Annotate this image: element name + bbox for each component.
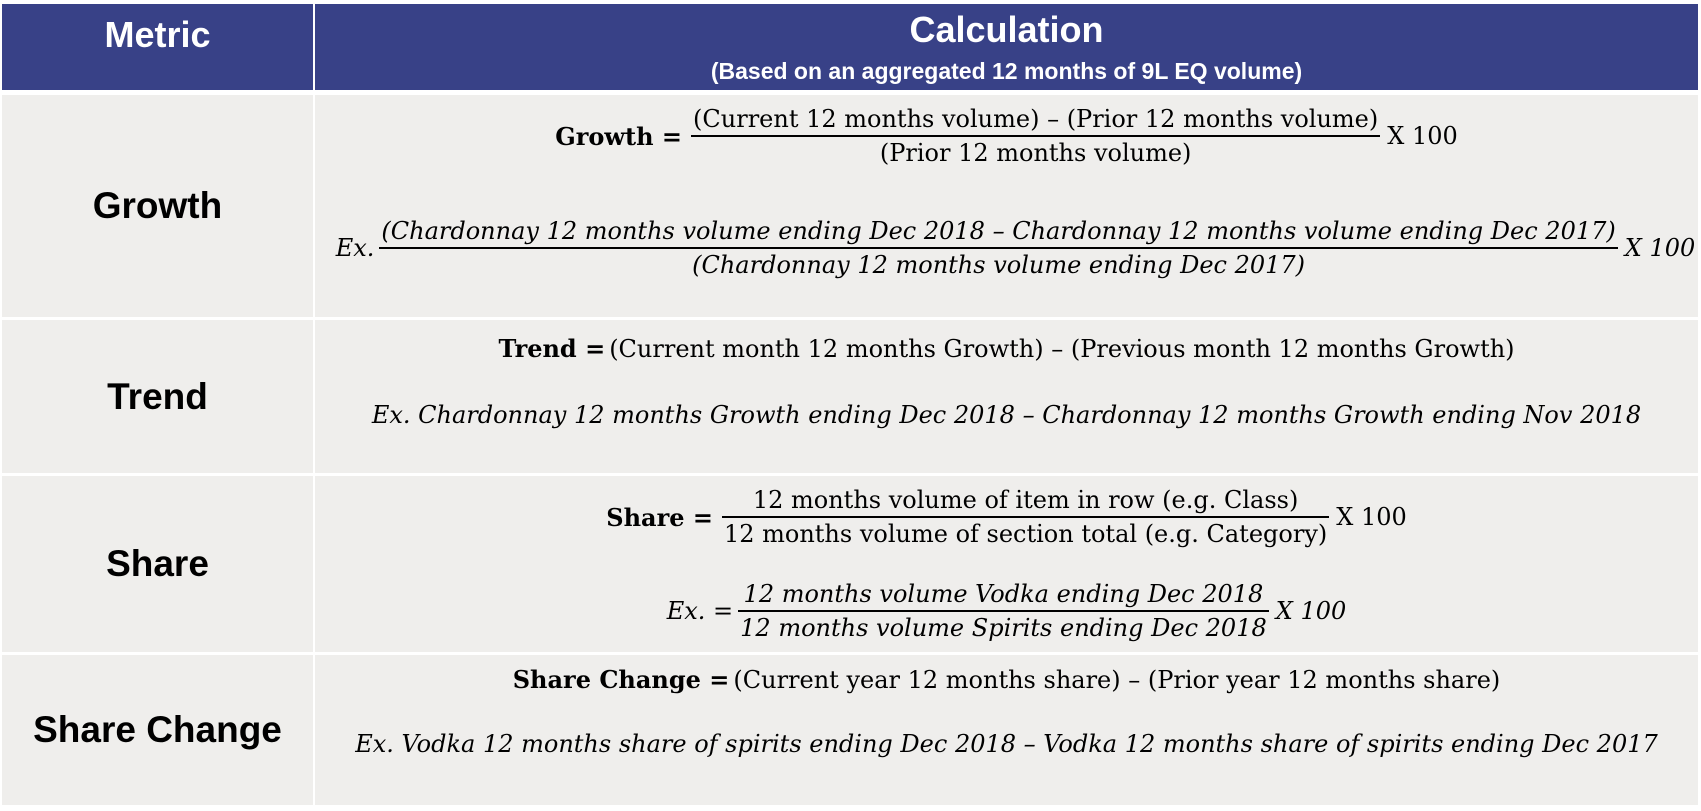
growth-example-prefix: Ex. — [335, 234, 375, 262]
calculation-header-note: (Based on an aggregated 12 months of 9L … — [710, 57, 1303, 84]
growth-calculation: Growth = (Current 12 months volume) – (P… — [315, 90, 1698, 317]
share-example-numerator: 12 months volume Vodka ending Dec 2018 — [738, 579, 1269, 612]
calculation-column-header: Calculation (Based on an aggregated 12 m… — [315, 4, 1698, 90]
metrics-table: Metric Calculation (Based on an aggregat… — [2, 4, 1698, 805]
share-formula-multiplier: X 100 — [1336, 503, 1407, 531]
share-metric-label: Share — [2, 473, 315, 652]
growth-formula-denominator: (Prior 12 months volume) — [879, 139, 1192, 167]
share-example-fraction: 12 months volume Vodka ending Dec 2018 1… — [738, 579, 1269, 643]
share-formula-fraction: 12 months volume of item in row (e.g. Cl… — [721, 485, 1330, 549]
growth-example-fraction: (Chardonnay 12 months volume ending Dec … — [379, 216, 1618, 280]
share-change-calculation: Share Change = (Current year 12 months s… — [315, 652, 1698, 805]
trend-example: Ex. Chardonnay 12 months Growth ending D… — [371, 401, 1642, 429]
trend-formula-label: Trend = — [498, 334, 606, 363]
share-formula-numerator: 12 months volume of item in row (e.g. Cl… — [721, 485, 1330, 518]
share-example-prefix: Ex. = — [666, 597, 734, 625]
growth-formula-fraction: (Current 12 months volume) – (Prior 12 m… — [691, 104, 1381, 168]
header-row: Metric Calculation (Based on an aggregat… — [2, 4, 1698, 90]
growth-formula: Growth = (Current 12 months volume) – (P… — [315, 104, 1698, 168]
calculation-header-title: Calculation — [909, 8, 1104, 50]
trend-metric-label: Trend — [2, 317, 315, 473]
growth-formula-numerator: (Current 12 months volume) – (Prior 12 m… — [691, 104, 1381, 137]
growth-example-denominator: (Chardonnay 12 months volume ending Dec … — [692, 251, 1306, 279]
share-row: Share Share = 12 months volume of item i… — [2, 473, 1698, 652]
growth-example-numerator: (Chardonnay 12 months volume ending Dec … — [379, 216, 1618, 249]
metric-column-header: Metric — [2, 4, 315, 90]
growth-example: Ex. (Chardonnay 12 months volume ending … — [333, 216, 1698, 280]
trend-calculation: Trend = (Current month 12 months Growth)… — [315, 317, 1698, 473]
growth-row: Growth Growth = (Current 12 months volum… — [2, 90, 1698, 317]
growth-formula-label: Growth = — [555, 121, 683, 151]
share-example: Ex. = 12 months volume Vodka ending Dec … — [315, 579, 1698, 643]
trend-formula-body: (Current month 12 months Growth) – (Prev… — [609, 335, 1515, 363]
share-change-metric-label: Share Change — [2, 652, 315, 805]
trend-row: Trend Trend = (Current month 12 months G… — [2, 317, 1698, 473]
share-calculation: Share = 12 months volume of item in row … — [315, 473, 1698, 652]
share-change-example: Ex. Vodka 12 months share of spirits end… — [355, 730, 1658, 758]
growth-example-multiplier: X 100 — [1624, 234, 1696, 262]
share-example-multiplier: X 100 — [1275, 597, 1347, 625]
share-formula: Share = 12 months volume of item in row … — [315, 485, 1698, 549]
share-change-formula-body: (Current year 12 months share) – (Prior … — [733, 666, 1501, 694]
share-formula-denominator: 12 months volume of section total (e.g. … — [723, 520, 1328, 548]
share-change-formula-label: Share Change = — [512, 665, 730, 694]
share-change-row: Share Change Share Change = (Current yea… — [2, 652, 1698, 805]
growth-formula-multiplier: X 100 — [1387, 122, 1458, 150]
share-formula-label: Share = — [606, 502, 713, 532]
growth-metric-label: Growth — [2, 90, 315, 317]
trend-formula: Trend = (Current month 12 months Growth)… — [315, 334, 1698, 364]
share-example-denominator: 12 months volume Spirits ending Dec 2018 — [740, 614, 1267, 642]
share-change-formula: Share Change = (Current year 12 months s… — [315, 665, 1698, 695]
